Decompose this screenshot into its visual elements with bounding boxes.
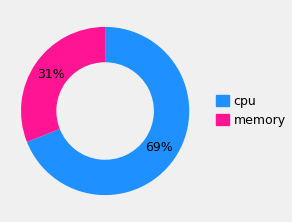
Wedge shape [27, 27, 189, 195]
Text: 31%: 31% [37, 68, 65, 81]
Wedge shape [21, 27, 105, 142]
Legend: cpu, memory: cpu, memory [216, 95, 286, 127]
Text: 69%: 69% [145, 141, 173, 154]
